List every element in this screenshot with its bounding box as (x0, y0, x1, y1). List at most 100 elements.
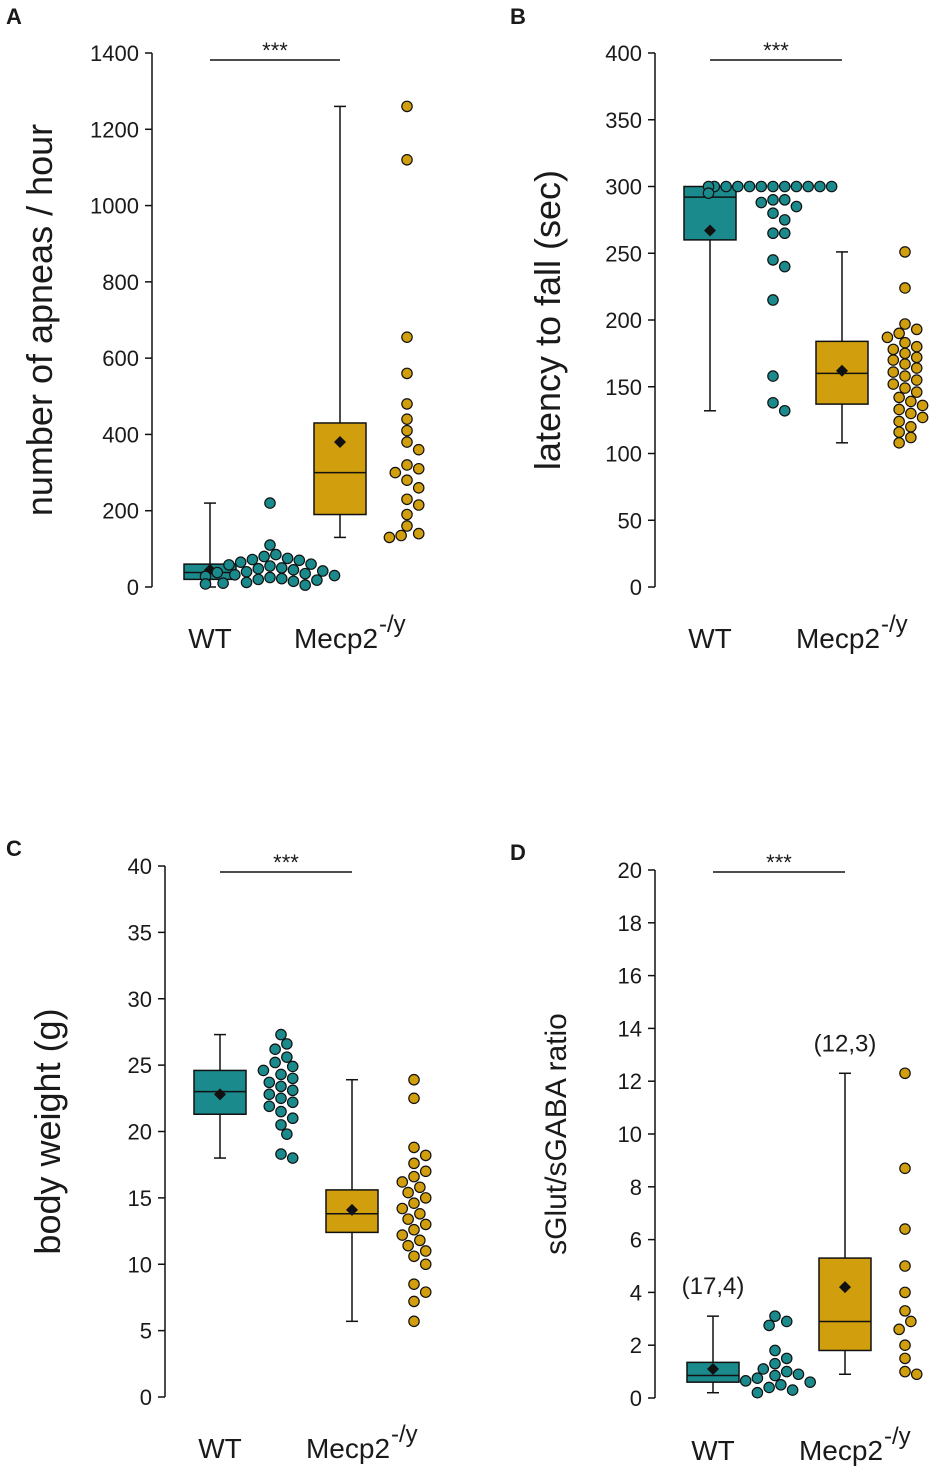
data-point (223, 559, 235, 571)
data-point (763, 1381, 775, 1394)
data-point (767, 207, 779, 219)
data-point (275, 562, 288, 574)
data-point (402, 1239, 414, 1252)
panel-c: C 0 5 10 15 20 25 30 35 40 body weight (g) *** WT Mec… (6, 836, 432, 1464)
series-wt (683, 180, 838, 417)
data-point (767, 227, 779, 240)
data-point (263, 1076, 276, 1089)
y-tick-label: 15 (128, 1186, 152, 1211)
y-tick-label: 5 (140, 1319, 152, 1344)
data-point (275, 1028, 287, 1041)
data-point (419, 1245, 432, 1257)
panel-d: D 0 2 4 6 8 10 12 14 16 18 20 sGlut/sGABA ratio *** (1… (510, 840, 923, 1466)
data-point (270, 548, 282, 561)
y-axis-title: latency to fall (sec) (527, 170, 568, 470)
data-point (401, 474, 413, 486)
data-point (264, 539, 276, 551)
mean-marker (704, 224, 716, 237)
y-tick-label: 600 (102, 346, 139, 371)
data-point (383, 531, 396, 544)
data-point (905, 431, 917, 444)
sample-size-annotation: (17,4) (682, 1273, 745, 1300)
data-point (287, 575, 300, 588)
series-wt: (17,4) (682, 1273, 816, 1399)
data-point (419, 1192, 432, 1204)
data-point (905, 420, 917, 433)
data-point (199, 578, 212, 590)
data-point (767, 370, 779, 382)
data-point (286, 1152, 299, 1164)
x-category-label: WT (188, 623, 232, 654)
data-point (408, 1315, 420, 1328)
data-point (229, 568, 241, 581)
data-point (401, 436, 413, 448)
data-point (814, 180, 826, 193)
data-point (263, 1100, 276, 1113)
data-point (899, 347, 911, 360)
data-point (408, 1157, 420, 1170)
data-point (899, 1339, 911, 1351)
data-point (899, 1286, 911, 1299)
series-mecp2: (12,3) (814, 1030, 923, 1381)
data-point (916, 399, 929, 412)
data-point (281, 1128, 293, 1140)
data-point (217, 577, 229, 589)
data-point (893, 426, 905, 438)
data-point (899, 336, 911, 349)
data-point (720, 180, 732, 193)
data-point (263, 1088, 276, 1101)
data-point (412, 443, 425, 456)
data-point (401, 331, 413, 343)
data-point (778, 194, 791, 206)
data-point (269, 1056, 281, 1069)
data-point (899, 1352, 911, 1365)
data-point (275, 1148, 287, 1160)
significance-stars: *** (262, 38, 288, 63)
data-point (755, 180, 768, 193)
data-point (286, 1060, 299, 1073)
data-point (786, 1384, 799, 1396)
data-point (899, 1260, 911, 1272)
data-point (767, 180, 779, 193)
data-point (401, 100, 413, 113)
x-category-label: WT (688, 623, 732, 654)
y-tick-label: 250 (605, 241, 642, 266)
y-tick-label: 14 (618, 1016, 642, 1041)
data-point (767, 294, 779, 306)
data-point (389, 466, 402, 479)
x-category-label: WT (198, 1433, 242, 1464)
data-point (778, 227, 791, 240)
data-point (419, 1286, 432, 1298)
series-mecp2 (313, 100, 425, 544)
series-wt (193, 1028, 299, 1164)
y-tick-label: 200 (102, 499, 139, 524)
data-point (910, 323, 923, 336)
data-point (252, 573, 265, 586)
data-point (887, 354, 900, 366)
data-point (275, 1119, 287, 1131)
data-point (780, 1352, 793, 1365)
y-tick-label: 10 (618, 1122, 642, 1147)
data-point (246, 553, 259, 566)
mean-marker (836, 364, 848, 377)
data-point (281, 1038, 293, 1050)
data-point (258, 550, 270, 563)
y-tick-label: 4 (630, 1280, 642, 1305)
data-point (899, 1223, 911, 1235)
data-point (751, 1372, 764, 1384)
panel-label: B (510, 4, 526, 29)
data-point (893, 437, 905, 449)
data-point (910, 1368, 923, 1381)
data-point (412, 527, 425, 540)
data-point (893, 403, 905, 416)
mean-marker (707, 1362, 719, 1375)
data-point (281, 552, 294, 565)
significance-stars: *** (763, 38, 789, 63)
data-point (396, 1176, 409, 1188)
box (818, 1257, 872, 1352)
data-point (825, 180, 838, 193)
data-point (790, 180, 803, 193)
y-tick-label: 12 (618, 1069, 642, 1094)
y-tick-label: 6 (630, 1228, 642, 1253)
